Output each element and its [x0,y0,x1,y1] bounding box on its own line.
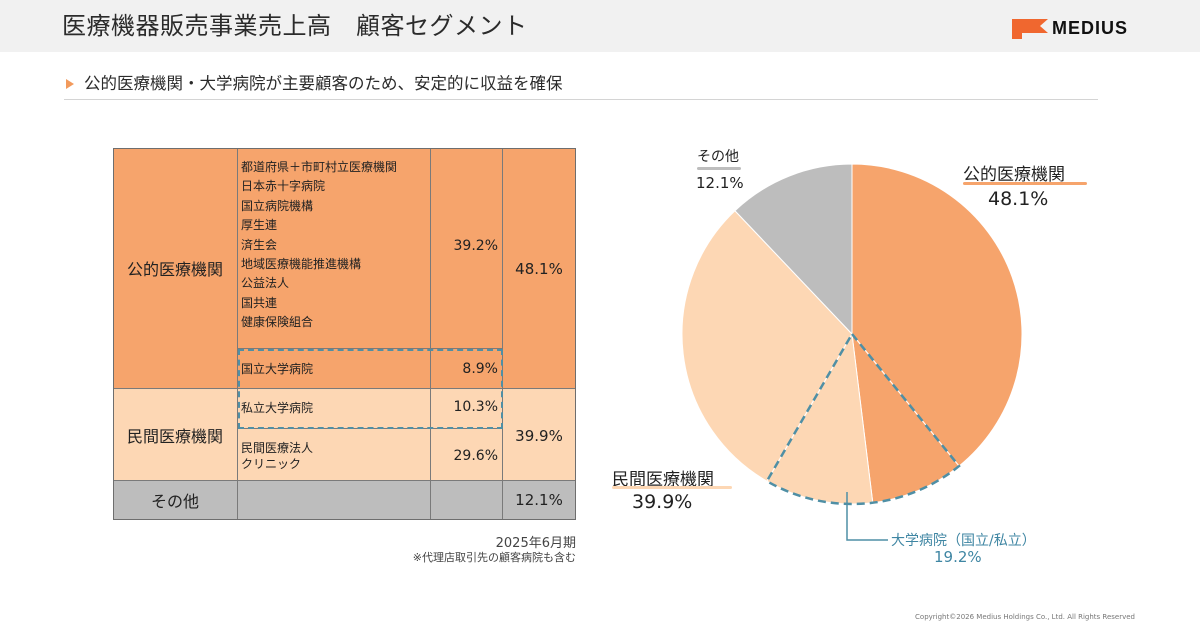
pie-label-university: 大学病院（国立/私立） [891,533,1036,549]
subtitle-divider [64,99,1098,100]
table-footnote: ※代理店取引先の顧客病院も含む [412,551,576,564]
pie-pct-university: 19.2% [934,548,982,566]
title-bar [0,0,1200,52]
other-empty-pct-cell [431,481,503,520]
national-univ-pct: 8.9% [431,349,503,389]
private-univ-label: 私立大学病院 [241,401,314,415]
private-corp-pct: 29.6% [431,429,503,481]
other-total-pct: 12.1% [503,481,576,520]
subtitle-bullet-icon [66,79,74,89]
private-label-underline [612,486,732,489]
segment-pie-chart [681,163,1023,506]
private-segment-label: 民間医療機関 [113,389,238,481]
pie-slice-0 [851,163,1023,467]
subtitle: 公的医療機関・大学病院が主要顧客のため、安定的に収益を確保 [84,74,563,93]
medius-logo: MEDIUS [1010,16,1140,42]
institution-item: 済生会 [241,237,278,252]
page-title: 医療機器販売事業売上高 顧客セグメント [62,12,528,40]
national-univ-label: 国立大学病院 [241,362,314,376]
pie-pct-public: 48.1% [988,188,1049,210]
institution-item: 国共連 [241,295,278,310]
private-univ-cell: 私立大学病院 [238,389,431,429]
pie-label-public: 公的医療機関 [963,165,1065,185]
private-corp-cell: 民間医療法人 クリニック [238,429,431,481]
university-slice-outline [765,331,961,506]
other-segment-label: その他 [113,481,238,520]
pie-label-private: 民間医療機関 [612,470,714,490]
logo-text: MEDIUS [1052,18,1129,38]
university-leader-line [846,492,888,541]
pie-label-other: その他 [697,149,739,165]
public-total-pct: 48.1% [503,148,576,389]
institution-item: 国立病院機構 [241,198,314,213]
pie-pct-private: 39.9% [632,491,693,513]
institution-item: 健康保険組合 [241,315,314,330]
fiscal-period: 2025年6月期 [495,536,576,551]
segment-table: 公的医療機関 都道府県＋市町村立医療機関 日本赤十字病院 国立病院機構 厚生連 … [113,148,576,520]
pie-pct-other: 12.1% [696,174,744,192]
national-univ-cell: 国立大学病院 [238,349,431,389]
public-institutions-list: 都道府県＋市町村立医療機関 日本赤十字病院 国立病院機構 厚生連 済生会 地域医… [238,148,431,349]
public-segment-label: 公的医療機関 [113,148,238,389]
institution-item: 都道府県＋市町村立医療機関 [241,160,398,174]
clinic-label: クリニック [241,457,302,471]
institution-item: 地域医療機能推進機構 [241,257,362,272]
pie-slice-4 [734,163,853,336]
logo-flag-icon [1012,19,1048,39]
other-empty-cell [238,481,431,520]
institution-item: 日本赤十字病院 [241,179,326,194]
private-univ-pct: 10.3% [431,389,503,429]
institution-item: 厚生連 [241,218,278,233]
pie-slice-3 [681,210,853,482]
private-corp-label: 民間医療法人 [241,441,314,455]
other-label-underline [697,167,741,170]
private-total-pct: 39.9% [503,389,576,481]
copyright: Copyright©2026 Medius Holdings Co., Ltd.… [915,613,1135,621]
public-institutions-pct: 39.2% [431,148,503,349]
public-label-underline [963,182,1087,185]
institution-item: 公益法人 [241,276,290,291]
